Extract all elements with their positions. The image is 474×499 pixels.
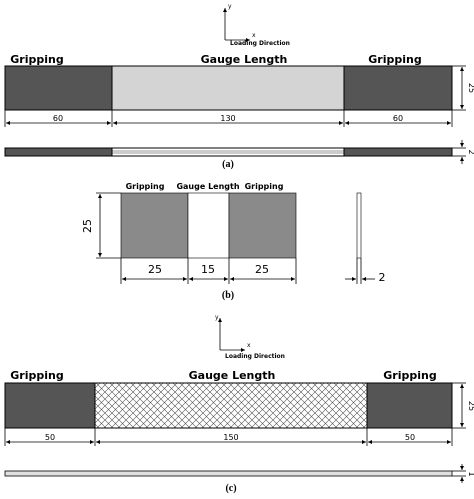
grip [366,382,453,429]
grip [120,192,189,259]
loading-direction: Loading Direction [230,40,290,47]
dim-text: 60 [53,114,63,123]
ext-lines [120,258,297,284]
panel-a: y x Loading Direction Gripping Gauge Len… [4,3,474,170]
dim-text: 50 [45,433,55,442]
label: Gripping [368,53,421,66]
side-view [356,192,362,259]
axis-y-label: y [215,314,219,321]
gauge [111,65,345,111]
caption: (b) [222,290,234,301]
dim-text: 50 [405,433,415,442]
axis-y-label: y [228,3,232,10]
dim-text: 25 [255,263,269,276]
label: Gripping [383,369,436,382]
panel-c: y x Loading Direction Gripping Gauge Len… [4,314,474,494]
grip [343,65,453,111]
ext-lines [4,428,453,446]
ext-lines [4,110,453,127]
caption: (a) [222,159,234,170]
dim-text: 60 [393,114,403,123]
caption: (c) [225,483,236,494]
gauge [94,382,368,429]
loading-direction: Loading Direction [225,353,285,360]
dim-text: 25 [467,83,474,93]
side-view [4,470,453,477]
axis-x-label: x [247,342,251,349]
dim-text: 25 [148,263,162,276]
dim-text: 25 [81,219,94,233]
gauge [187,192,230,259]
axis-x-label: x [252,32,256,39]
dim-text: 1 [467,471,474,476]
dim-text: 2 [379,271,386,284]
label: Gripping [10,369,63,382]
side-grip [4,147,113,157]
label: Gripping [245,182,284,191]
panel-b: Gripping Gauge Length Gripping 25 25 15 … [81,182,386,301]
label: Gripping [10,53,63,66]
side-grip [343,147,453,157]
label: Gripping [126,182,165,191]
dim-text: 130 [220,114,235,123]
dim-text: 15 [201,263,215,276]
dim-text: 25 [467,401,474,411]
dim-text: 2 [467,149,474,154]
grip [4,65,113,111]
side-core [5,150,452,154]
label: Gauge Length [201,53,288,66]
label: Gauge Length [176,182,239,191]
label: Gauge Length [189,369,276,382]
grip [228,192,297,259]
grip [4,382,96,429]
dim-text: 150 [223,433,238,442]
